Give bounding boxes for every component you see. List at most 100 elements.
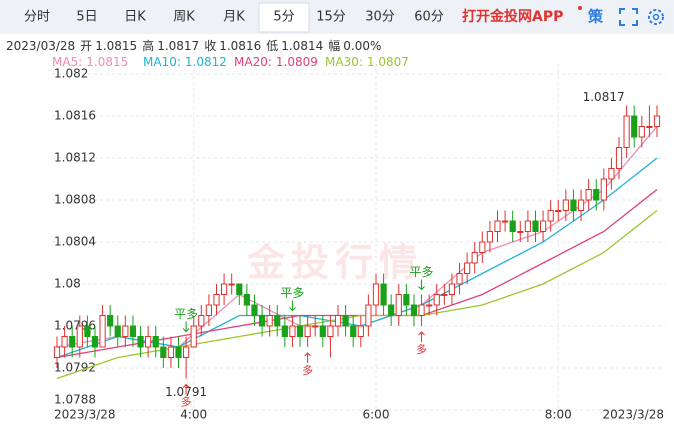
candle-body: [129, 325, 137, 337]
candle-body: [585, 189, 592, 201]
candle-body: [456, 273, 463, 285]
candle-body: [342, 315, 349, 327]
signal-arrow: [304, 352, 311, 363]
dot: [578, 6, 582, 10]
legend-name: MA30:: [325, 55, 363, 69]
candle-body: [91, 336, 99, 348]
watermark: 金投行情: [246, 241, 423, 285]
signal-open: 多: [181, 395, 192, 409]
tab[interactable]: 15分: [316, 10, 346, 25]
candle-body: [570, 199, 577, 211]
quote-label: 收: [204, 39, 216, 53]
candle-body: [509, 220, 516, 232]
legend-value: 1.0809: [276, 55, 318, 69]
candle-body: [274, 315, 281, 327]
candle-body: [61, 336, 68, 348]
candle-body: [539, 220, 547, 232]
candle-body: [517, 231, 524, 233]
candle-body: [357, 325, 364, 337]
candle-body: [494, 220, 501, 232]
toolbar: [0, 0, 674, 34]
candle-body: [608, 168, 615, 180]
candle-body: [426, 304, 433, 307]
high-label: 1.0817: [583, 90, 625, 104]
candle-body: [266, 315, 273, 327]
candle-body: [251, 304, 258, 316]
candle-body: [76, 325, 83, 348]
candle-body: [107, 315, 114, 327]
candle-body: [334, 315, 342, 327]
tab[interactable]: 日K: [124, 10, 146, 25]
legend-entry: MA30: 1.0807: [325, 55, 409, 69]
signal-arrow: [289, 300, 296, 312]
candle-body: [464, 262, 471, 274]
signal-close: 平多: [174, 307, 198, 321]
candle-body: [441, 294, 448, 296]
candle-body: [304, 325, 311, 337]
legend-entry: MA10: 1.0812: [143, 55, 227, 69]
app-link[interactable]: 打开金投网APP: [462, 8, 563, 25]
candle-body: [638, 126, 645, 138]
candle-body: [388, 304, 395, 316]
y-tick-label: 1.0816: [54, 109, 96, 123]
legend-value: 1.0812: [185, 55, 227, 69]
legend-value: 1.0807: [367, 55, 409, 69]
signal-open: 多: [416, 342, 427, 356]
settings-icon[interactable]: [648, 9, 664, 25]
candle-body: [160, 346, 167, 358]
candle-body: [122, 325, 129, 337]
quote-value: 1.0814: [281, 39, 323, 53]
candle-body: [228, 283, 235, 286]
x-tick-label: 6:00: [363, 408, 390, 422]
legend-value: 1.0815: [86, 55, 128, 69]
y-tick-label: 1.0788: [54, 393, 96, 407]
legend-name: MA5:: [52, 55, 82, 69]
quote-label: 开: [80, 39, 92, 53]
candle-body: [593, 189, 600, 201]
candle-body: [372, 283, 380, 306]
candle-body: [213, 294, 220, 306]
candle-body: [403, 294, 410, 306]
candle-body: [653, 115, 661, 127]
x-tick-label: 2023/3/28: [602, 408, 664, 422]
tab[interactable]: 月K: [223, 10, 245, 25]
tab[interactable]: 60分: [414, 10, 444, 25]
candle-body: [555, 210, 562, 212]
signal-arrow: [182, 383, 190, 395]
tab[interactable]: 5日: [76, 10, 97, 25]
x-tick-label: 2023/3/28: [54, 408, 116, 422]
tab[interactable]: 周K: [173, 10, 195, 25]
candle-body: [448, 283, 456, 295]
candle-body: [350, 325, 357, 337]
quote-label: 低: [266, 39, 278, 53]
fullscreen-icon[interactable]: [619, 8, 638, 26]
candle-body: [319, 325, 326, 337]
quote-value: 1.0817: [157, 39, 199, 53]
candle-body: [615, 147, 623, 169]
candle-body: [312, 325, 319, 328]
candle-body: [220, 283, 228, 295]
y-tick-label: 1.0792: [54, 361, 96, 375]
candle-body: [205, 304, 212, 316]
tab[interactable]: 分时: [24, 10, 50, 25]
candle-body: [418, 304, 425, 316]
ma-line: [56, 209, 658, 380]
candle-body: [562, 199, 569, 211]
strategy-button[interactable]: 策: [587, 8, 604, 26]
signal-arrow: [418, 279, 425, 291]
candle-body: [577, 199, 585, 211]
active-tab-bg: [258, 2, 310, 33]
y-tick-label: 1.0804: [54, 235, 96, 249]
candle-body: [190, 325, 197, 348]
tab[interactable]: 5分: [273, 10, 294, 25]
candle-body: [327, 325, 334, 337]
candle-body: [646, 126, 653, 128]
candle-body: [532, 220, 539, 232]
candle-body: [198, 315, 205, 327]
signal-close: 平多: [410, 265, 434, 279]
candle-body: [99, 315, 106, 348]
tab[interactable]: 30分: [365, 10, 395, 25]
candle-body: [623, 115, 630, 148]
candle-body: [479, 241, 486, 253]
